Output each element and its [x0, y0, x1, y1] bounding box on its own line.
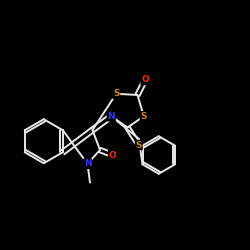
- Text: O: O: [141, 76, 149, 84]
- Text: S: S: [136, 140, 142, 149]
- Text: N: N: [84, 159, 91, 168]
- Text: S: S: [113, 89, 119, 98]
- Text: O: O: [108, 150, 116, 160]
- Text: S: S: [140, 112, 147, 121]
- Text: N: N: [108, 112, 115, 121]
